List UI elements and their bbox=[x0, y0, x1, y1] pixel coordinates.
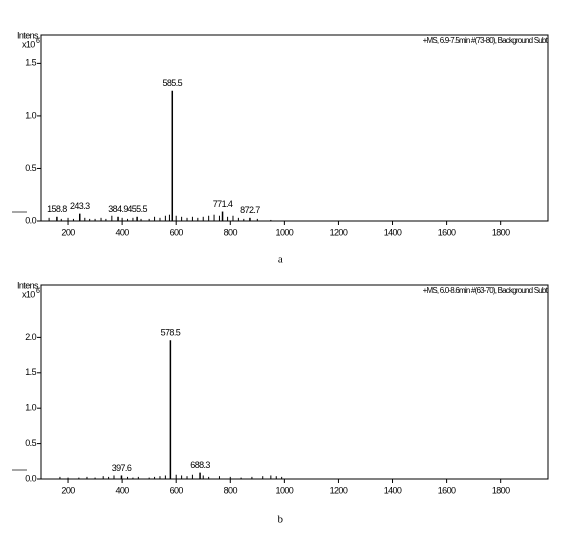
x-tick-label: 600 bbox=[170, 485, 184, 495]
peak-label: 585.5 bbox=[163, 78, 183, 88]
x-tick-label: 1800 bbox=[492, 227, 510, 237]
y-tick-label: 0.5 bbox=[25, 438, 36, 448]
plot-frame bbox=[40, 34, 549, 222]
x-tick-label: 1200 bbox=[330, 485, 348, 495]
x-tick-label: 1800 bbox=[492, 485, 510, 495]
annotation: +MS, 6.0-8.6min #(63-70), Background Sub… bbox=[423, 286, 549, 295]
y-tick-label: 1.5 bbox=[25, 367, 36, 377]
caption: b bbox=[278, 514, 284, 526]
peak-label: 455.5 bbox=[127, 204, 147, 214]
peak-label: 872.7 bbox=[240, 205, 260, 215]
x-tick-label: 200 bbox=[61, 485, 75, 495]
x-tick-label: 800 bbox=[224, 485, 238, 495]
x-tick-label: 1600 bbox=[438, 227, 456, 237]
x-tick-label: 1600 bbox=[438, 485, 456, 495]
y-tick-label: 0.0 bbox=[25, 473, 36, 483]
caption: a bbox=[278, 254, 283, 266]
peak-label: 243.3 bbox=[70, 201, 90, 211]
x-tick-label: 800 bbox=[224, 227, 238, 237]
plot-frame bbox=[40, 284, 549, 480]
peak-label: 688.3 bbox=[190, 460, 210, 470]
x-tick-label: 400 bbox=[116, 485, 130, 495]
annotation: +MS, 6.9-7.5min #(73-80), Background Sub… bbox=[423, 36, 549, 45]
y-tick-label: 1.0 bbox=[25, 403, 36, 413]
y-tick-label: 1.5 bbox=[25, 58, 36, 68]
y-axis-scale-exponent: 6 bbox=[36, 288, 40, 295]
y-tick-label: 0.0 bbox=[25, 215, 36, 225]
y-tick-label: 1.0 bbox=[25, 110, 36, 120]
y-tick-label: 0.5 bbox=[25, 163, 36, 173]
x-tick-label: 1000 bbox=[276, 227, 294, 237]
x-tick-label: 200 bbox=[61, 227, 75, 237]
x-tick-label: 600 bbox=[170, 227, 184, 237]
y-tick-label: 2.0 bbox=[25, 332, 36, 342]
x-tick-label: 1400 bbox=[384, 485, 402, 495]
x-tick-label: 1400 bbox=[384, 227, 402, 237]
peak-label: 384.9 bbox=[108, 204, 128, 214]
y-axis-scale: x10 bbox=[22, 39, 35, 49]
peak-label: 158.8 bbox=[47, 204, 67, 214]
x-tick-label: 1200 bbox=[330, 227, 348, 237]
peak-label: 397.6 bbox=[112, 463, 132, 473]
x-tick-label: 1000 bbox=[276, 485, 294, 495]
peak-label: 578.5 bbox=[161, 328, 181, 338]
peak-label: 771.4 bbox=[213, 199, 233, 209]
y-axis-label: Intens. bbox=[17, 280, 40, 290]
y-axis-scale: x10 bbox=[22, 289, 35, 299]
x-tick-label: 400 bbox=[116, 227, 130, 237]
y-axis-label: Intens. bbox=[17, 30, 40, 40]
y-axis-scale-exponent: 6 bbox=[36, 38, 40, 45]
